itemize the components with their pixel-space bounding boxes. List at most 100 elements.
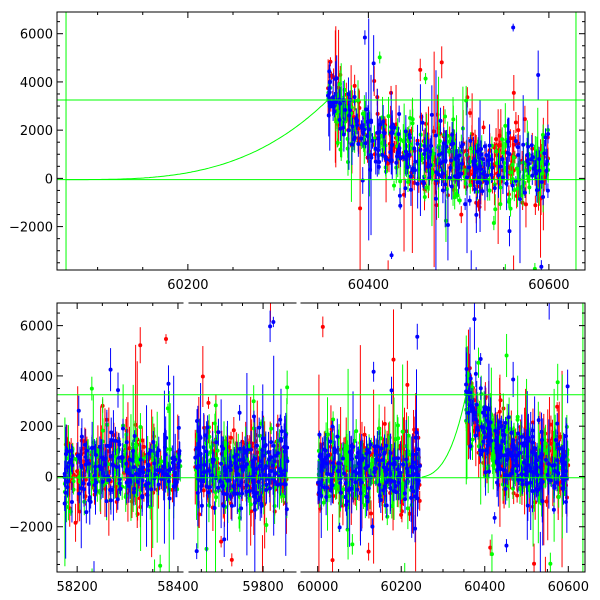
top-data-point: [508, 170, 513, 175]
top-data-point: [376, 164, 381, 169]
top-data-point: [453, 174, 458, 179]
bottom-data-point: [115, 497, 120, 502]
bottom-data-point: [344, 443, 349, 448]
bottom-data-point: [515, 493, 520, 498]
top-data-point: [492, 186, 497, 191]
bottom-data-point: [269, 469, 274, 474]
bottom-data-point: [159, 459, 164, 464]
bottom-data-point: [316, 490, 321, 495]
top-data-point: [542, 151, 547, 156]
top-data-point: [364, 107, 369, 112]
bottom-data-point: [329, 488, 334, 493]
top-data-point: [345, 159, 350, 164]
bottom-data-point: [149, 487, 154, 492]
top-data-point: [489, 172, 494, 177]
bottom-data-point: [396, 456, 401, 461]
bottom-data-point: [262, 444, 267, 449]
bottom-data-point: [193, 455, 198, 460]
bottom-data-point: [413, 435, 418, 440]
bottom-data-point: [107, 477, 112, 482]
top-data-point: [541, 194, 546, 199]
bottom-data-point: [215, 448, 220, 453]
top-data-point: [517, 197, 522, 202]
bottom-data-point: [403, 497, 408, 502]
top-data-point: [467, 165, 472, 170]
bottom-data-point: [63, 490, 68, 495]
bottom-data-point: [279, 436, 284, 441]
top-data-point: [449, 142, 454, 147]
bottom-data-point: [103, 456, 108, 461]
bottom-data-point: [221, 503, 226, 508]
top-data-point: [423, 76, 428, 81]
bottom-data-point: [134, 458, 139, 463]
bottom-data-point: [352, 438, 357, 443]
top-data-point: [386, 114, 391, 119]
top-data-point: [434, 203, 439, 208]
bottom-data-point: [285, 385, 290, 390]
bottom-data-point: [331, 464, 336, 469]
top-data-point: [494, 161, 499, 166]
bottom-data-point: [223, 468, 228, 473]
bottom-data-point: [236, 472, 241, 477]
bottom-data-point: [212, 506, 217, 511]
bottom-data-point: [214, 440, 219, 445]
top-data-point: [503, 123, 508, 128]
top-data-point: [448, 165, 453, 170]
top-model-curve: [66, 99, 329, 181]
top-data-point: [481, 157, 486, 162]
top-data-point: [539, 180, 544, 185]
top-data-point: [521, 142, 526, 147]
bottom-data-point: [237, 410, 242, 415]
top-data-point: [457, 198, 462, 203]
top-data-point: [421, 179, 426, 184]
bottom-data-point: [88, 499, 93, 504]
bottom-data-point: [219, 444, 224, 449]
bottom-data-point: [77, 475, 82, 480]
bottom-data-point: [284, 507, 289, 512]
bottom-data-point: [207, 468, 212, 473]
top-data-point: [363, 141, 368, 146]
bottom-data-point: [231, 484, 236, 489]
bottom-data-point: [212, 421, 217, 426]
top-data-point: [526, 174, 531, 179]
bottom-data-point: [331, 494, 336, 499]
bottom-data-point: [320, 463, 325, 468]
top-data-point: [443, 218, 448, 223]
bottom-data-point: [108, 487, 113, 492]
top-data-point: [467, 159, 472, 164]
bottom-data-point: [332, 450, 337, 455]
bottom-data-point: [368, 442, 373, 447]
bottom-data-point: [134, 471, 139, 476]
bottom-data-point: [216, 430, 221, 435]
bottom-data-point: [209, 445, 214, 450]
top-data-point: [343, 118, 348, 123]
bottom-data-point: [222, 537, 227, 542]
top-data-point: [389, 253, 394, 258]
top-data-point: [491, 221, 496, 226]
bottom-data-point: [148, 448, 153, 453]
top-data-point: [424, 185, 429, 190]
bottom-data-point: [127, 457, 132, 462]
top-data-point: [515, 186, 520, 191]
top-data-point: [459, 144, 464, 149]
bottom-data-point: [207, 485, 212, 490]
bottom-data-point: [416, 482, 421, 487]
top-data-point: [334, 100, 339, 105]
top-data-point: [398, 203, 403, 208]
bottom-data-point: [219, 461, 224, 466]
bottom-data-point: [93, 464, 98, 469]
bottom-data-point: [229, 435, 234, 440]
bottom-data-point: [81, 481, 86, 486]
top-data-point: [397, 146, 402, 151]
top-data-point: [449, 158, 454, 163]
top-data-point: [474, 212, 479, 217]
top-data-point: [396, 132, 401, 137]
bottom-data-point: [377, 453, 382, 458]
bottom-data-point: [199, 503, 204, 508]
top-data-point: [338, 101, 343, 106]
bottom-data-point: [273, 479, 278, 484]
bottom-data-point: [405, 506, 410, 511]
bottom-data-point: [272, 459, 277, 464]
top-data-point: [402, 138, 407, 143]
bottom-data-point: [229, 503, 234, 508]
